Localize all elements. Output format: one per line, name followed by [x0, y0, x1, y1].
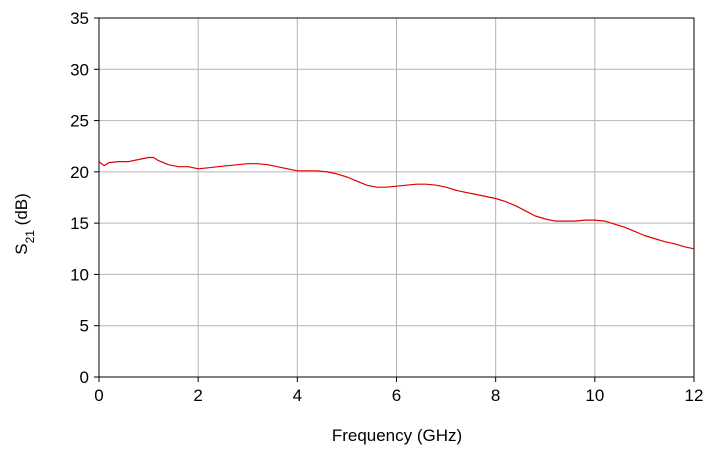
x-tick-label: 6	[392, 386, 401, 405]
y-axis-label-unit: (dB)	[12, 193, 31, 230]
y-tick-label: 35	[70, 9, 89, 28]
x-tick-label: 4	[293, 386, 302, 405]
y-tick-label: 10	[70, 265, 89, 284]
x-axis-label: Frequency (GHz)	[332, 426, 462, 445]
y-axis-label: S21 (dB)	[12, 193, 37, 255]
y-tick-label: 25	[70, 112, 89, 131]
y-tick-label: 5	[80, 317, 89, 336]
x-tick-label: 10	[585, 386, 604, 405]
y-tick-label: 20	[70, 163, 89, 182]
s21-series-line	[98, 156, 695, 250]
x-tick-label: 12	[685, 386, 704, 405]
axes: 0 2 4 6 8 10 12 0 5 10 15 20 25 30 35	[70, 9, 703, 405]
y-tick-label: 15	[70, 214, 89, 233]
series-layer	[98, 156, 695, 250]
y-tick-label: 30	[70, 60, 89, 79]
y-axis-label-subscript: 21	[23, 230, 37, 244]
y-axis-label-main: S	[12, 243, 31, 254]
grid	[99, 18, 694, 377]
y-tick-label: 0	[80, 368, 89, 387]
x-tick-label: 2	[193, 386, 202, 405]
x-tick-label: 8	[491, 386, 500, 405]
x-tick-label: 0	[94, 386, 103, 405]
